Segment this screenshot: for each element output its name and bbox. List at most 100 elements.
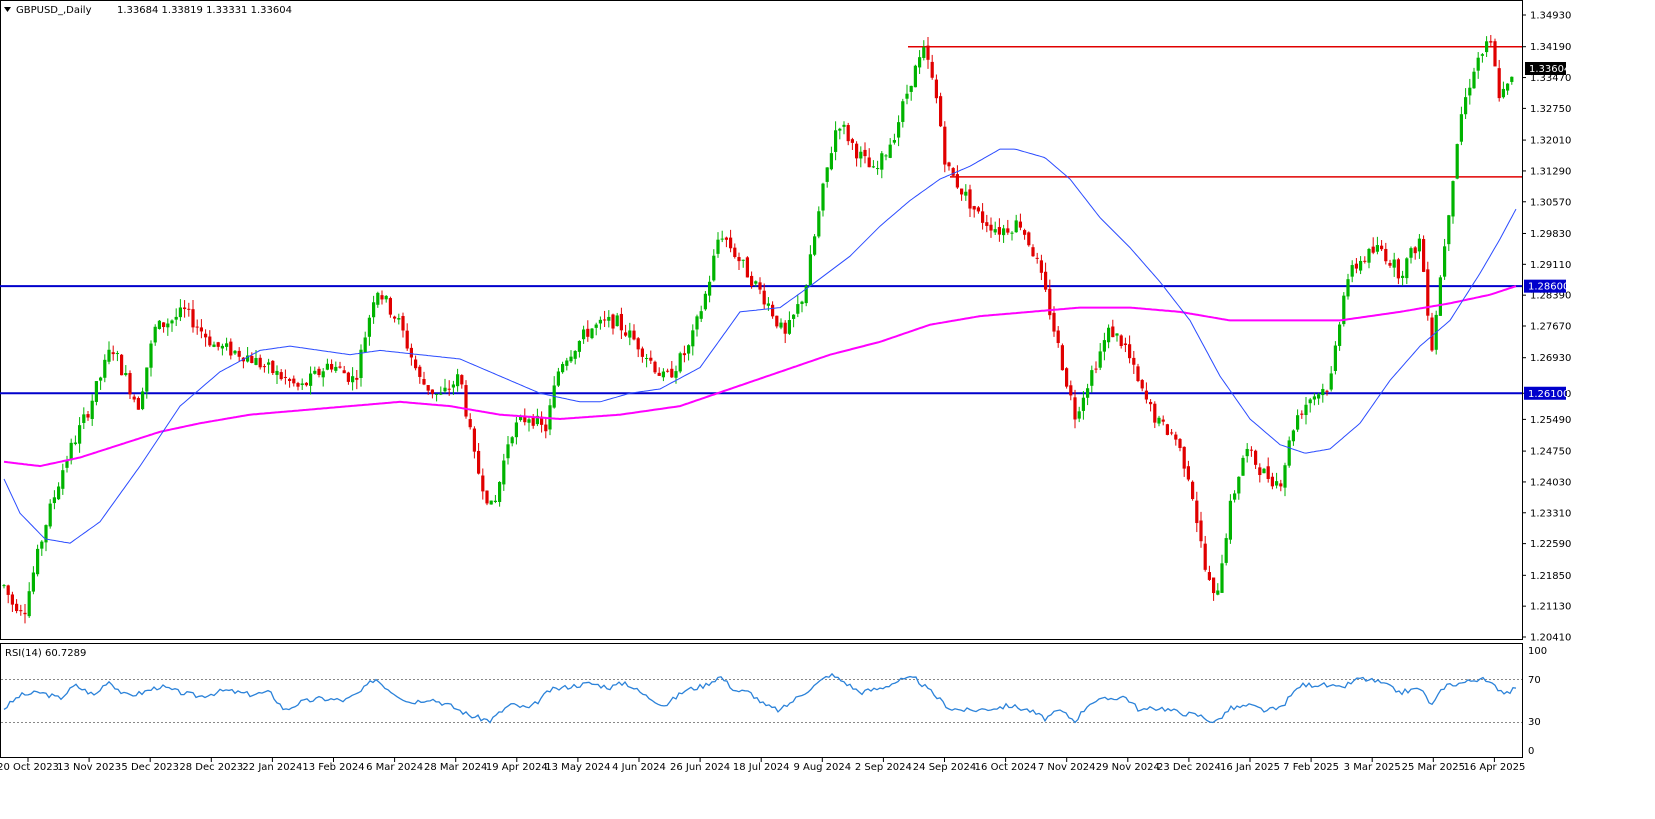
candle-body: [817, 211, 821, 237]
candle-body: [825, 167, 829, 182]
candle-body: [225, 343, 229, 347]
candle-body: [976, 207, 980, 212]
candle-body: [943, 126, 947, 165]
candle-body: [1468, 87, 1472, 96]
candle-body: [372, 302, 376, 318]
level-label-box: [1524, 386, 1566, 400]
candle-body: [233, 350, 237, 354]
date-tick-label: 6 Mar 2024: [366, 762, 423, 773]
candle-body: [1283, 465, 1287, 488]
candle-body: [813, 236, 817, 255]
dropdown-triangle-icon[interactable]: [4, 7, 11, 12]
candle-body: [61, 470, 65, 489]
price-tick-label: 1.21850: [1530, 571, 1571, 582]
candle-body: [884, 155, 888, 157]
candle-body: [1451, 181, 1455, 217]
candle-body: [1417, 238, 1421, 252]
candle-body: [1489, 41, 1493, 43]
candle-body: [1107, 327, 1111, 343]
candle-body: [275, 370, 279, 375]
rsi-panel: RSI(14) 60.7289 100 70 30 0: [1, 646, 1547, 757]
candle-body: [1195, 500, 1199, 524]
candle-body: [754, 281, 758, 284]
candle-body: [1464, 97, 1468, 115]
price-tick-label: 1.20410: [1530, 633, 1571, 644]
candle-body: [594, 324, 598, 328]
candle-body: [850, 139, 854, 143]
candle-body: [1480, 54, 1484, 56]
candle-body: [1359, 260, 1363, 271]
candle-body: [405, 330, 409, 349]
candle-body: [1275, 481, 1279, 486]
candle-body: [1438, 277, 1442, 316]
candle-body: [246, 355, 250, 362]
candle-body: [1128, 344, 1132, 359]
candle-body: [90, 400, 94, 419]
candle-body: [65, 459, 69, 468]
candle-body: [477, 450, 481, 474]
candle-body: [1367, 248, 1371, 263]
candle-body: [1333, 345, 1337, 371]
rsi-level-100: 100: [1528, 646, 1547, 657]
candle-body: [955, 174, 959, 188]
candle-body: [1191, 481, 1195, 500]
candle-body: [951, 168, 955, 176]
candle-body: [1384, 248, 1388, 262]
candle-body: [968, 189, 972, 209]
candle-body: [556, 371, 560, 386]
candle-body: [930, 61, 934, 78]
level-label: 1.26100: [1528, 389, 1569, 400]
candle-body: [1027, 232, 1031, 246]
date-tick-label: 16 Oct 2024: [975, 762, 1037, 773]
rsi-level-70: 70: [1528, 675, 1541, 686]
candle-body: [435, 393, 439, 395]
candle-body: [115, 353, 119, 355]
candle-body: [216, 342, 220, 347]
horizontal-levels[interactable]: [0, 45, 1522, 395]
candle-body: [6, 585, 10, 595]
symbol-label: GBPUSD_,Daily: [16, 5, 92, 16]
candle-body: [1010, 232, 1014, 234]
candle-body: [661, 371, 665, 378]
candle-body: [762, 290, 766, 305]
candle-body: [565, 360, 569, 366]
price-tick-label: 1.26930: [1530, 353, 1571, 364]
candle-body: [771, 304, 775, 317]
candle-body: [1233, 493, 1237, 500]
candle-body: [582, 329, 586, 340]
candle-body: [838, 128, 842, 131]
price-tick-label: 1.27670: [1530, 322, 1571, 333]
date-tick-label: 16 Apr 2025: [1463, 762, 1525, 773]
candle-body: [204, 333, 208, 338]
candle-body: [208, 336, 212, 346]
candle-body: [1136, 366, 1140, 382]
candle-body: [296, 383, 300, 387]
candle-body: [708, 281, 712, 296]
candle-body: [867, 157, 871, 168]
candle-body: [703, 293, 707, 310]
candle-body: [985, 222, 989, 226]
candle-body: [170, 320, 174, 324]
candle-body: [1002, 228, 1006, 236]
candle-body: [1111, 326, 1115, 338]
price-tick-label: 1.33470: [1530, 73, 1571, 84]
candle-body: [1405, 258, 1409, 279]
candle-body: [997, 227, 1001, 235]
candle-body: [1102, 340, 1106, 352]
candle-body: [376, 292, 380, 305]
candle-body: [237, 350, 241, 357]
candle-body: [309, 373, 313, 386]
date-tick-label: 29 Nov 2024: [1096, 762, 1160, 773]
candle-body: [1392, 259, 1396, 268]
candle-body: [94, 381, 98, 402]
candle-body: [519, 416, 523, 421]
candle-body: [1388, 262, 1392, 266]
candle-body: [1052, 312, 1056, 332]
candle-body: [191, 309, 195, 328]
candle-body: [716, 239, 720, 254]
candle-body: [514, 422, 518, 438]
candle-body: [27, 591, 31, 617]
candle-body: [1401, 275, 1405, 278]
date-tick-label: 19 Apr 2024: [486, 762, 548, 773]
